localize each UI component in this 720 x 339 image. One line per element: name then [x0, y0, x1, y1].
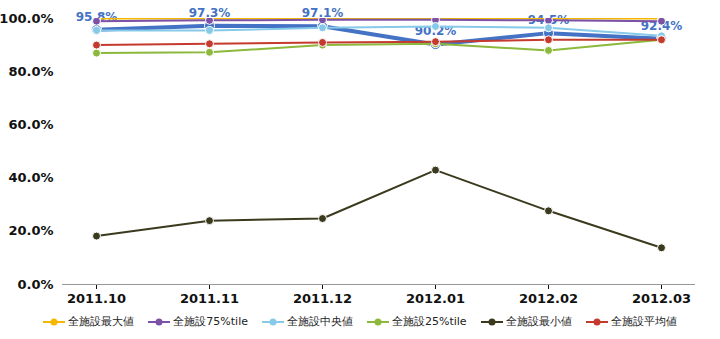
svg-text:2012.02: 2012.02 [519, 291, 578, 306]
html-text:全施設75%tile: 全施設75%tile [173, 315, 248, 328]
html-text:全施設中央値: 全施設中央値 [287, 315, 353, 328]
svg-text:2011.11: 2011.11 [180, 291, 239, 306]
svg-text:2011.10: 2011.10 [67, 291, 126, 306]
svg-text:0.0%: 0.0% [17, 277, 53, 292]
svg-text:40.0%: 40.0% [8, 170, 53, 185]
svg-text:20.0%: 20.0% [8, 223, 53, 238]
svg-text:95.8%: 95.8% [75, 9, 118, 24]
svg-text:100.0%: 100.0% [0, 11, 54, 26]
html-text:全施設最大値: 全施設最大値 [68, 315, 135, 328]
svg-text:92.4%: 92.4% [640, 18, 683, 33]
html-text:全施設平均値: 全施設平均値 [610, 315, 677, 328]
svg-text:2012.01: 2012.01 [406, 291, 465, 306]
svg-text:97.3%: 97.3% [189, 6, 231, 20]
html-text:全施設25%tile: 全施設25%tile [392, 315, 467, 328]
svg-text:97.1%: 97.1% [302, 6, 344, 20]
svg-text:2011.12: 2011.12 [293, 291, 352, 306]
svg-text:80.0%: 80.0% [8, 64, 53, 79]
svg-text:90.2%: 90.2% [414, 24, 457, 39]
svg-text:94.5%: 94.5% [527, 13, 570, 27]
svg-text:60.0%: 60.0% [8, 117, 53, 132]
svg-text:2012.03: 2012.03 [632, 291, 691, 306]
html-text:全施設最小値: 全施設最小値 [505, 315, 572, 328]
